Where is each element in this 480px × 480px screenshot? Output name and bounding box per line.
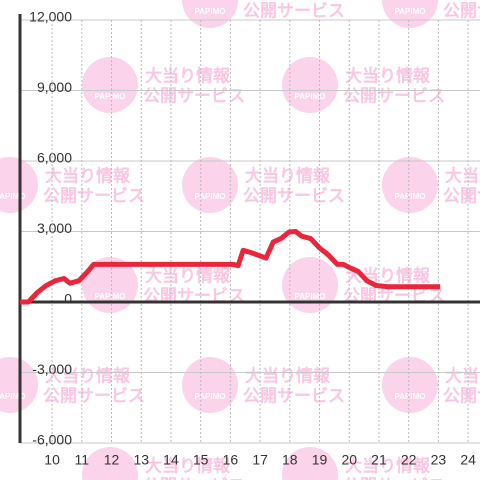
- x-tick-label: 11: [75, 452, 90, 468]
- watermark-text: 公開サービス: [343, 86, 445, 105]
- x-tick-label: 17: [252, 452, 268, 468]
- watermark-logo-text: PAPIMO: [195, 7, 226, 16]
- watermark-text: 大当り情報: [145, 455, 231, 475]
- x-tick-label: 13: [133, 452, 149, 468]
- watermark-logo-text: PAPIMO: [295, 92, 326, 101]
- watermark-text: 公開サービス: [243, 186, 345, 205]
- watermark-text: 公開サービス: [443, 1, 480, 20]
- x-tick-label: 22: [401, 452, 417, 468]
- y-tick-label: 9,000: [37, 79, 72, 95]
- y-tick-label: 6,000: [37, 150, 72, 166]
- watermark-logo: [282, 57, 338, 113]
- watermark-logo-text: PAPIMO: [195, 192, 226, 201]
- x-tick-label: 20: [341, 452, 357, 468]
- watermark-text: 公開サービス: [243, 1, 345, 20]
- watermark-logo: [382, 157, 438, 213]
- watermark-logo-text: PAPIMO: [395, 392, 426, 401]
- x-tick-label: 23: [431, 452, 447, 468]
- watermark-logo: [182, 157, 238, 213]
- watermark-logo: [382, 357, 438, 413]
- watermark-text: 公開サービス: [143, 86, 245, 105]
- x-tick-label: 18: [282, 452, 298, 468]
- watermark-logo: [82, 57, 138, 113]
- watermark-text: 大当り情報: [445, 165, 480, 185]
- watermark-text: 大当り情報: [45, 365, 131, 385]
- watermark-text: 公開サービス: [443, 386, 480, 405]
- watermark-logo: [82, 447, 138, 480]
- watermark-logo-text: PAPIMO: [95, 92, 126, 101]
- watermark-text: 大当り情報: [445, 365, 480, 385]
- watermark-text: 公開サービス: [343, 476, 445, 480]
- watermark-logo-text: PAPIMO: [195, 392, 226, 401]
- watermark-logo-text: PAPIMO: [395, 192, 426, 201]
- y-tick-label: 3,000: [37, 220, 72, 236]
- x-tick-label: 12: [104, 452, 120, 468]
- watermark-text: 大当り情報: [345, 65, 431, 85]
- watermark-logo-text: PAPIMO: [395, 7, 426, 16]
- watermark-logo: [282, 447, 338, 480]
- x-tick-label: 16: [223, 452, 239, 468]
- watermark-logo-text: PAPIMO: [295, 292, 326, 301]
- y-tick-label: -6,000: [32, 432, 72, 448]
- watermark-logo: [182, 0, 238, 28]
- watermark-text: 公開サービス: [43, 186, 145, 205]
- watermark-logo: [82, 257, 138, 313]
- watermark-text: 大当り情報: [245, 165, 331, 185]
- x-tick-label: 14: [163, 452, 179, 468]
- watermark-text: 大当り情報: [145, 265, 231, 285]
- plot: [20, 229, 441, 305]
- watermark-text: 大当り情報: [345, 265, 431, 285]
- x-tick-label: 21: [371, 452, 387, 468]
- watermark-logo-text: PAPIMO: [95, 292, 126, 301]
- x-tick-label: 15: [193, 452, 209, 468]
- y-tick-label: 0: [64, 291, 72, 307]
- y-tick-label: 12,000: [29, 9, 72, 25]
- watermark-logo: [282, 257, 338, 313]
- x-tick-label: 10: [44, 452, 60, 468]
- watermark-text: 公開サービス: [143, 476, 245, 480]
- x-tick-label: 24: [460, 452, 476, 468]
- watermark-logo: [382, 0, 438, 28]
- watermark-text: 公開サービス: [443, 186, 480, 205]
- watermark-text: 大当り情報: [245, 365, 331, 385]
- watermark-text: 公開サービス: [43, 386, 145, 405]
- watermark-logo-text: PAPIMO: [0, 392, 25, 401]
- watermark-text: 公開サービス: [243, 386, 345, 405]
- watermark-logo: [182, 357, 238, 413]
- watermark-text: 大当り情報: [45, 165, 131, 185]
- watermark-text: 大当り情報: [145, 65, 231, 85]
- watermark-text: 大当り情報: [345, 455, 431, 475]
- x-tick-label: 19: [312, 452, 328, 468]
- watermark-logo-text: PAPIMO: [0, 192, 25, 201]
- data-line: [20, 229, 441, 305]
